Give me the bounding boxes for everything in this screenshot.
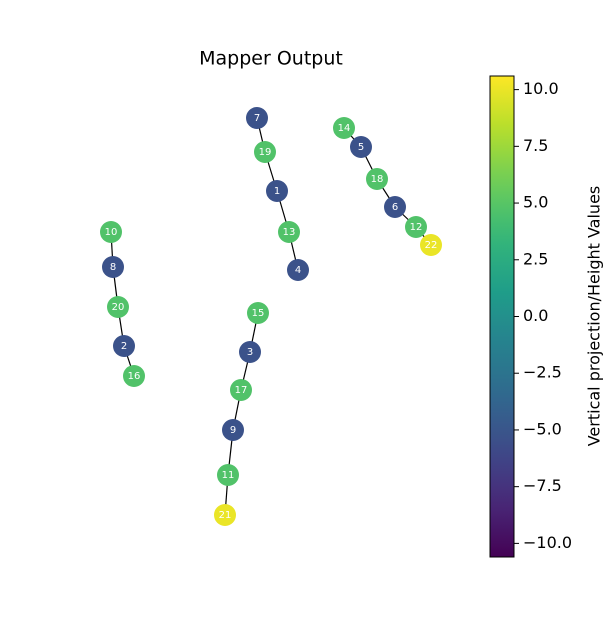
colorbar-tick-label: −7.5	[523, 476, 562, 495]
colorbar-tick-label: 2.5	[523, 249, 548, 268]
node-label: 20	[112, 302, 125, 313]
node-label: 19	[259, 147, 272, 158]
node	[214, 504, 236, 526]
node-label: 8	[110, 262, 116, 273]
node-label: 3	[247, 347, 253, 358]
node	[420, 234, 442, 256]
node	[333, 117, 355, 139]
chart-title: Mapper Output	[199, 48, 343, 70]
colorbar-tick-label: 5.0	[523, 193, 548, 212]
colorbar-tick-label: 7.5	[523, 136, 548, 155]
node-label: 11	[222, 470, 235, 481]
colorbar-tick-label: −5.0	[523, 419, 562, 438]
node	[287, 259, 309, 281]
colorbar-tick-label: 0.0	[523, 306, 548, 325]
node	[239, 341, 261, 363]
colorbar-tick-label: 10.0	[523, 79, 559, 98]
node	[405, 216, 427, 238]
node	[278, 221, 300, 243]
node	[246, 107, 268, 129]
node-label: 7	[254, 113, 260, 124]
colorbar-label: Vertical projection/Height Values	[585, 186, 604, 447]
node-label: 9	[230, 425, 236, 436]
node	[113, 335, 135, 357]
node	[230, 379, 252, 401]
node	[222, 419, 244, 441]
node	[247, 302, 269, 324]
node-label: 14	[338, 123, 351, 134]
node	[266, 180, 288, 202]
node	[102, 256, 124, 278]
colorbar-tick-label: −2.5	[523, 363, 562, 382]
node	[254, 141, 276, 163]
node-label: 1	[274, 186, 280, 197]
node-label: 10	[105, 227, 118, 238]
node	[217, 464, 239, 486]
node-label: 12	[410, 222, 423, 233]
node-label: 21	[219, 510, 232, 521]
node-label: 5	[358, 142, 364, 153]
node-label: 22	[425, 240, 438, 251]
colorbar-tick-label: −10.0	[523, 533, 572, 552]
node-label: 4	[295, 265, 301, 276]
node	[123, 365, 145, 387]
node	[366, 168, 388, 190]
node	[100, 221, 122, 243]
node-label: 2	[121, 341, 127, 352]
node-label: 13	[283, 227, 296, 238]
node-label: 16	[128, 371, 141, 382]
node	[350, 136, 372, 158]
node-label: 15	[252, 308, 265, 319]
node-label: 6	[392, 202, 398, 213]
node-label: 17	[235, 385, 248, 396]
node-label: 18	[371, 174, 384, 185]
colorbar	[489, 75, 515, 558]
node	[107, 296, 129, 318]
node	[384, 196, 406, 218]
